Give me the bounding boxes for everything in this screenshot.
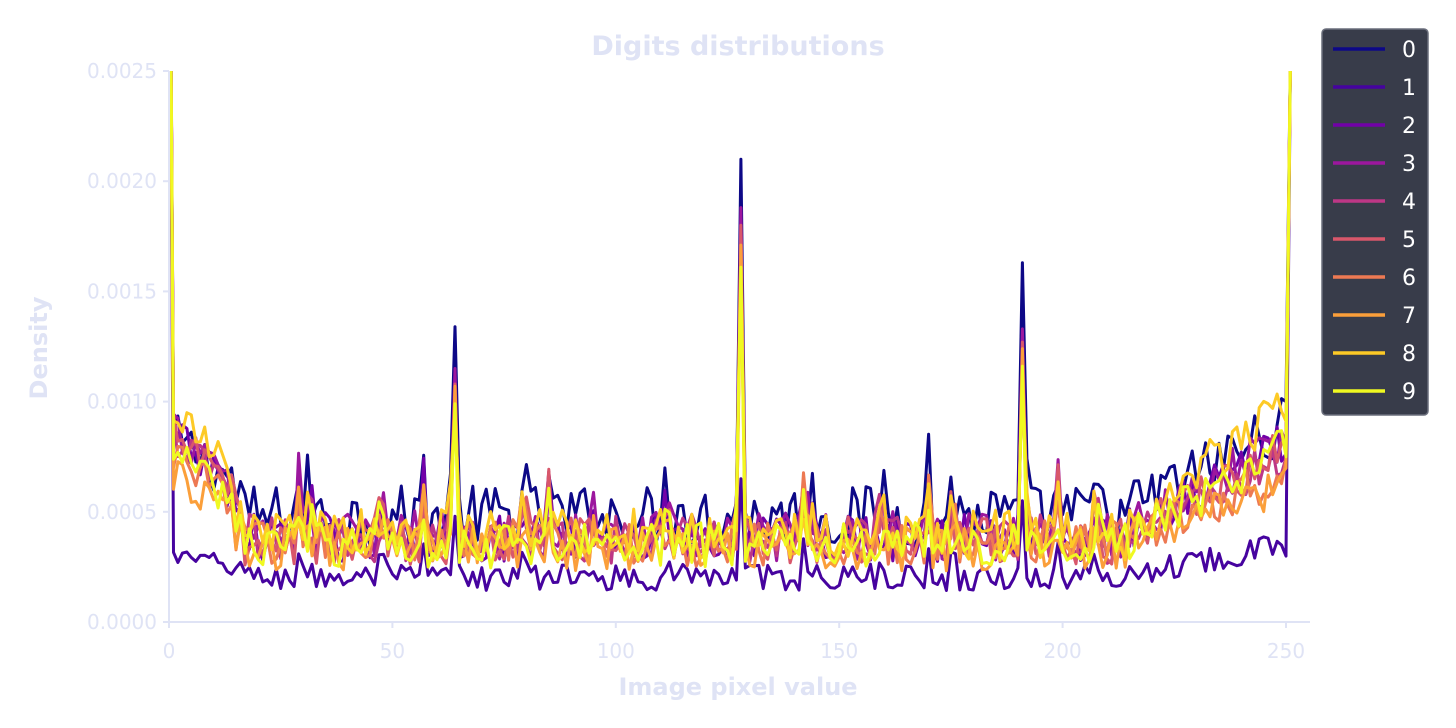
series-line-6: [169, 71, 1292, 568]
y-tick-label: 0.0010: [87, 390, 157, 414]
y-tick-label: 0.0015: [87, 279, 157, 303]
plot-lines: [169, 71, 1292, 592]
chart-title: Digits distributions: [591, 31, 884, 62]
legend-label-3: 3: [1402, 152, 1416, 177]
x-tick-label: 250: [1267, 639, 1305, 663]
y-tick-label: 0.0000: [87, 610, 157, 634]
x-tick-label: 150: [820, 639, 858, 663]
y-tick-label: 0.0005: [87, 500, 157, 524]
x-tick-label: 100: [597, 639, 635, 663]
legend-label-4: 4: [1402, 190, 1416, 215]
legend-label-8: 8: [1402, 342, 1416, 367]
legend-label-5: 5: [1402, 228, 1416, 253]
series-line-4: [169, 71, 1292, 565]
series-line-8: [169, 71, 1292, 562]
legend-label-1: 1: [1402, 76, 1416, 101]
y-ticks: 0.0000 0.0005 0.0010 0.0015 0.0020 0.0025: [87, 59, 169, 634]
series-line-0: [169, 71, 1292, 550]
series-line-2: [169, 71, 1292, 563]
series-line-1: [169, 71, 1292, 592]
x-tick-label: 200: [1044, 639, 1082, 663]
series-line-3: [169, 71, 1292, 563]
y-axis-title: Density: [25, 296, 53, 399]
x-ticks: 0 50 100 150 200 250: [163, 622, 1305, 663]
y-tick-label: 0.0020: [87, 169, 157, 193]
series-line-5: [169, 71, 1292, 567]
x-tick-label: 0: [163, 639, 176, 663]
legend-label-9: 9: [1402, 380, 1416, 405]
legend-label-6: 6: [1402, 266, 1416, 291]
x-axis-title: Image pixel value: [618, 673, 857, 701]
legend-label-2: 2: [1402, 114, 1416, 139]
axes: [168, 71, 1310, 623]
y-tick-label: 0.0025: [87, 59, 157, 83]
x-tick-label: 50: [380, 639, 405, 663]
legend-items: 0 1 2 3 4 5 6 7 8 9: [1333, 38, 1416, 405]
legend-label-0: 0: [1402, 38, 1416, 63]
series-line-9: [169, 71, 1292, 570]
legend: 0 1 2 3 4 5 6 7 8 9: [1321, 28, 1429, 416]
series-line-7: [169, 71, 1292, 573]
legend-label-7: 7: [1402, 304, 1416, 329]
